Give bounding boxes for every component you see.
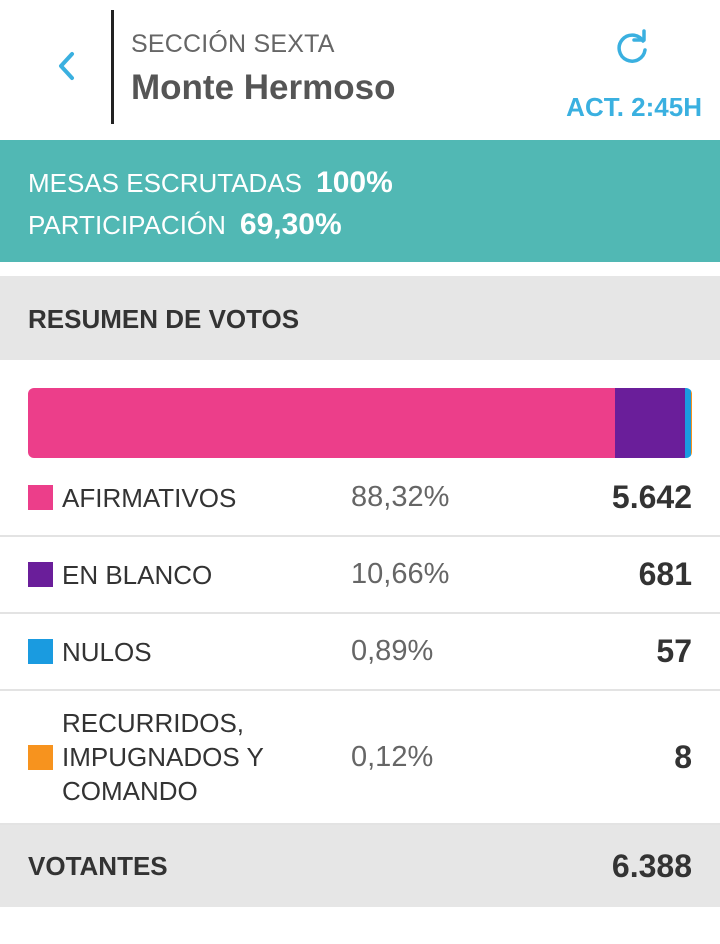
page-title: Monte Hermoso [131, 68, 396, 107]
total-voters-row: VOTANTES 6.388 [0, 825, 720, 907]
row-percent: 10,66% [351, 558, 450, 590]
row-label: EN BLANCO [62, 559, 213, 590]
stats-banner: MESAS ESCRUTADAS 100% PARTICIPACIÓN 69,3… [0, 140, 720, 262]
bar-segment-recurridos [691, 388, 692, 458]
tables-value: 100% [316, 166, 393, 199]
header-divider [111, 10, 114, 124]
header: SECCIÓN SEXTA Monte Hermoso ACT. 2:45H [0, 0, 720, 140]
summary-title: RESUMEN DE VOTOS [0, 276, 720, 360]
row-count: 5.642 [611, 479, 692, 515]
tables-label: MESAS ESCRUTADAS [28, 168, 303, 198]
section-subtitle: SECCIÓN SEXTA [131, 30, 335, 58]
last-updated: ACT. 2:45H [566, 92, 702, 122]
row-count: 681 [638, 556, 692, 592]
participation-value: 69,30% [239, 208, 342, 241]
refresh-button[interactable] [612, 28, 652, 68]
chevron-left-icon [59, 52, 74, 80]
vote-row-en-blanco: EN BLANCO 10,66% 681 [0, 537, 720, 614]
row-label: AFIRMATIVOS [62, 482, 237, 513]
row-label: RECURRIDOS, IMPUGNADOS Y COMANDO [62, 708, 264, 806]
bar-segment-afirmativos [28, 388, 615, 458]
vote-distribution-bar [28, 388, 692, 458]
total-value: 6.388 [611, 847, 692, 884]
row-label: NULOS [62, 636, 152, 667]
swatch-nulos [28, 639, 53, 664]
row-count: 57 [656, 633, 692, 669]
vote-row-recurridos: RECURRIDOS, IMPUGNADOS Y COMANDO 0,12% 8 [0, 691, 720, 825]
row-percent: 88,32% [351, 481, 450, 513]
total-label: VOTANTES [28, 850, 168, 881]
tables-stat: MESAS ESCRUTADAS 100% [28, 166, 692, 208]
back-button[interactable] [50, 48, 82, 84]
swatch-en-blanco [28, 562, 53, 587]
vote-bar-container [0, 360, 720, 460]
row-percent: 0,89% [351, 635, 434, 667]
row-count: 8 [674, 738, 692, 775]
participation-label: PARTICIPACIÓN [28, 210, 226, 240]
vote-row-nulos: NULOS 0,89% 57 [0, 614, 720, 691]
bar-segment-en-blanco [614, 388, 686, 458]
refresh-icon [617, 29, 647, 63]
bar-segment-nulos [685, 388, 692, 458]
participation-stat: PARTICIPACIÓN 69,30% [28, 208, 692, 250]
swatch-recurridos [28, 744, 53, 770]
swatch-afirmativos [28, 485, 53, 510]
vote-row-afirmativos: AFIRMATIVOS 88,32% 5.642 [0, 460, 720, 537]
spacer [0, 262, 720, 276]
row-percent: 0,12% [351, 740, 434, 773]
vote-rows: AFIRMATIVOS 88,32% 5.642 EN BLANCO 10,66… [0, 460, 720, 825]
